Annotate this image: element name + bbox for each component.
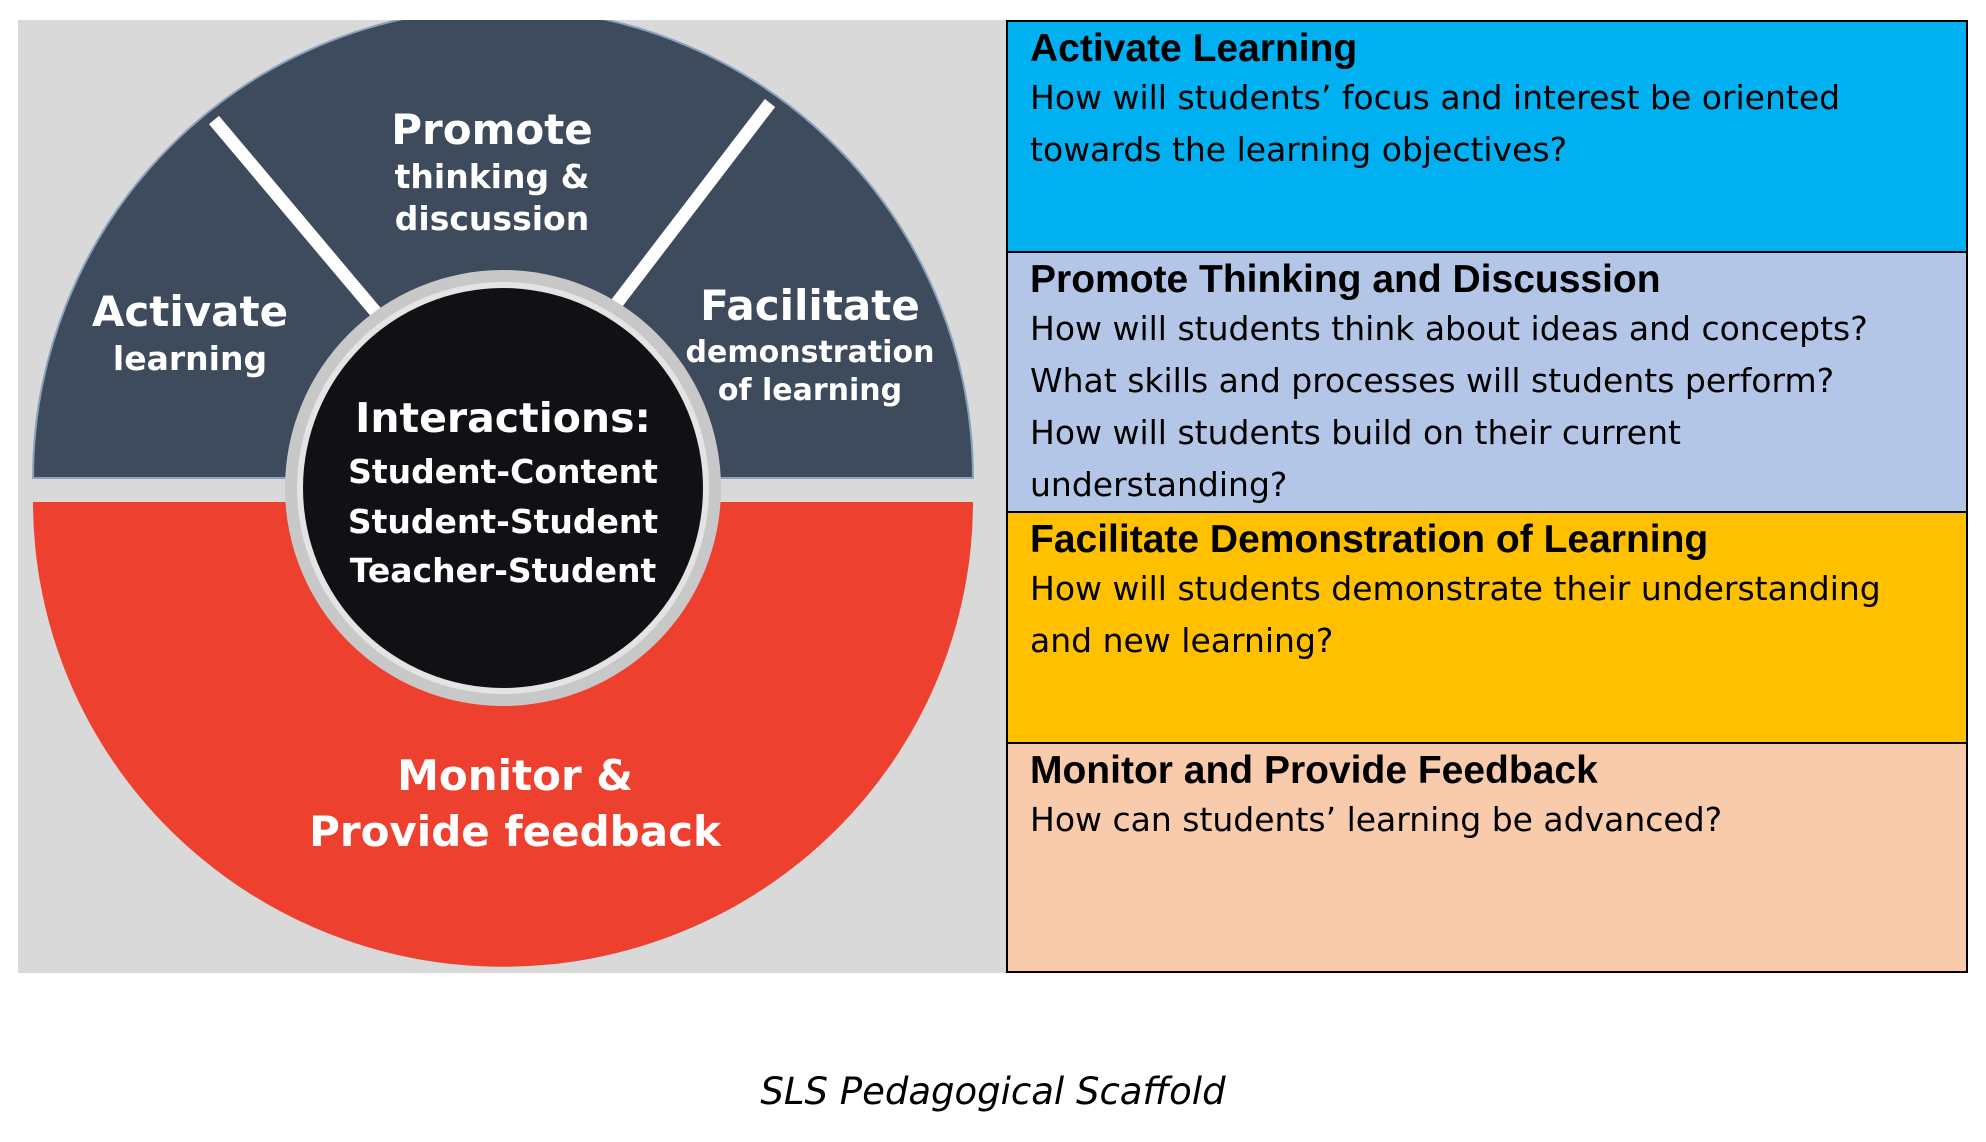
- divider-left: [209, 115, 384, 321]
- promote-thinking-row: Promote Thinking and Discussion How will…: [1008, 253, 1966, 513]
- facilitate-demonstration-row: Facilitate Demonstration of Learning How…: [1008, 513, 1966, 744]
- monitor-line-2: Provide feedback: [309, 807, 722, 856]
- facilitate-sub-1: demonstration: [686, 335, 935, 370]
- question-table: Activate Learning How will students’ foc…: [1006, 20, 1968, 973]
- monitor-feedback-line-1: How can students’ learning be advanced?: [1030, 800, 1723, 839]
- promote-thinking-line-2: What skills and processes will students …: [1030, 361, 1835, 400]
- activate-learning-line-2: towards the learning objectives?: [1030, 130, 1568, 169]
- monitor-line-1: Monitor &: [397, 751, 633, 800]
- activate-learning-line-1: How will students’ focus and interest be…: [1030, 78, 1841, 117]
- monitor-feedback-row: Monitor and Provide Feedback How can stu…: [1008, 744, 1966, 971]
- facilitate-demonstration-line-2: and new learning?: [1030, 621, 1334, 660]
- wheel-lower-half: [33, 502, 973, 967]
- scaffold-wheel: Activate learning Promote thinking & dis…: [31, 20, 975, 967]
- promote-thinking-line-1: How will students think about ideas and …: [1030, 309, 1868, 348]
- center-line-1: Student-Content: [348, 452, 658, 491]
- diagram-panel: Activate learning Promote thinking & dis…: [18, 20, 1008, 973]
- facilitate-sub-2: of learning: [718, 373, 902, 408]
- facilitate-title: Facilitate: [700, 281, 920, 330]
- center-line-3: Teacher-Student: [350, 551, 657, 590]
- divider-right: [601, 99, 776, 320]
- activate-learning-title: Activate Learning: [1030, 27, 1358, 70]
- activate-learning-row: Activate Learning How will students’ foc…: [1008, 22, 1966, 253]
- activate-sub-1: learning: [113, 339, 267, 378]
- center-title: Interactions:: [355, 394, 651, 442]
- center-disc: [303, 288, 703, 688]
- promote-thinking-title: Promote Thinking and Discussion: [1030, 258, 1661, 301]
- center-line-2: Student-Student: [348, 502, 659, 541]
- monitor-feedback-title: Monitor and Provide Feedback: [1030, 749, 1598, 792]
- facilitate-demonstration-title: Facilitate Demonstration of Learning: [1030, 518, 1709, 561]
- promote-thinking-line-3: How will students build on their current: [1030, 413, 1681, 452]
- activate-title: Activate: [92, 287, 288, 336]
- promote-sub-1: thinking &: [395, 157, 590, 196]
- figure-caption: SLS Pedagogical Scaffold: [760, 1070, 1226, 1113]
- facilitate-demonstration-line-1: How will students demonstrate their unde…: [1030, 569, 1881, 608]
- promote-thinking-line-4: understanding?: [1030, 465, 1288, 504]
- promote-title: Promote: [391, 105, 593, 154]
- promote-sub-2: discussion: [395, 199, 589, 238]
